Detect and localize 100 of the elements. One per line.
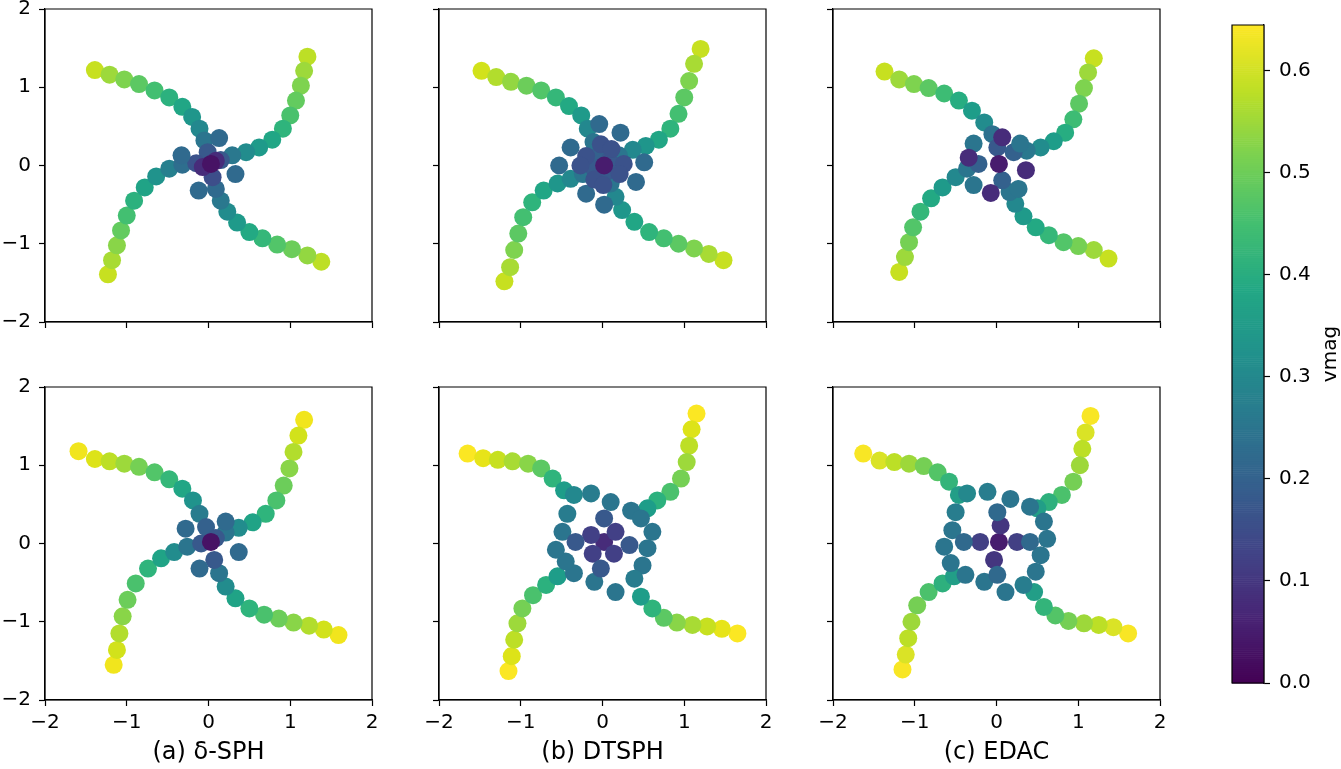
point <box>1026 218 1045 237</box>
point <box>240 599 259 618</box>
color-bar-label: 0.5 <box>1279 159 1311 184</box>
point <box>1081 406 1100 425</box>
point <box>190 559 209 578</box>
point <box>263 130 282 149</box>
point <box>176 519 195 538</box>
point <box>1001 489 1020 508</box>
point <box>904 218 923 237</box>
point <box>256 504 275 523</box>
point <box>680 436 699 455</box>
point <box>1119 624 1138 643</box>
point <box>978 482 997 501</box>
point <box>273 119 292 138</box>
x-tick-label: 2 <box>759 709 773 734</box>
point <box>631 509 650 528</box>
point <box>989 154 1008 173</box>
point <box>126 574 145 593</box>
point <box>962 101 981 120</box>
x-tick-label: 0 <box>990 709 1003 734</box>
y-tick-label: −1 <box>1 607 31 632</box>
y-tick-label: −2 <box>1 308 31 333</box>
point <box>728 624 747 643</box>
point <box>201 532 220 551</box>
point <box>300 616 319 635</box>
point <box>922 189 941 208</box>
point <box>914 457 933 476</box>
point <box>996 583 1015 602</box>
point <box>1089 615 1108 634</box>
point <box>284 613 303 632</box>
point <box>893 660 912 679</box>
point <box>971 532 990 551</box>
point <box>1016 161 1035 180</box>
point <box>160 88 179 107</box>
point <box>1104 618 1123 637</box>
x-tick-label: 2 <box>1153 709 1167 734</box>
color-bar-title: vmag <box>1317 325 1341 383</box>
x-tick-label: 0 <box>596 709 609 734</box>
point <box>502 647 521 666</box>
point <box>118 590 137 609</box>
point <box>226 589 245 608</box>
point <box>243 513 262 532</box>
x-tick-label: 1 <box>677 709 691 734</box>
y-tick-label: −1 <box>1 229 31 254</box>
point <box>633 556 652 575</box>
point <box>1021 532 1040 551</box>
y-tick-label: 1 <box>18 73 31 98</box>
point <box>854 444 873 463</box>
point <box>900 454 919 473</box>
point <box>274 476 293 495</box>
point <box>173 479 192 498</box>
point <box>488 450 507 469</box>
point <box>975 572 994 591</box>
point <box>958 484 977 503</box>
x-axis-title: (c) EDAC <box>943 736 1050 765</box>
y-tick-label: 2 <box>18 0 31 20</box>
point <box>911 202 930 221</box>
point <box>896 645 915 664</box>
y-tick-label: −2 <box>1 686 31 711</box>
color-bar-label: 0.0 <box>1279 669 1311 694</box>
point <box>312 252 331 271</box>
point <box>900 233 919 252</box>
x-tick-label: −2 <box>424 709 454 734</box>
x-axis-title: (b) DTSPH <box>541 736 664 765</box>
point <box>935 84 954 103</box>
point <box>289 426 308 445</box>
point <box>543 469 562 488</box>
point <box>895 248 914 267</box>
point <box>282 240 301 259</box>
point <box>513 599 532 618</box>
point <box>885 453 904 472</box>
point <box>85 449 104 468</box>
point <box>226 165 245 184</box>
point <box>988 503 1007 522</box>
point <box>682 420 701 439</box>
point <box>1084 49 1103 68</box>
point <box>1064 110 1083 129</box>
point <box>280 459 299 478</box>
point <box>103 251 122 270</box>
point <box>941 554 960 573</box>
point <box>1009 179 1028 198</box>
point <box>954 532 973 551</box>
point <box>591 559 610 578</box>
point <box>677 453 696 472</box>
point <box>919 79 938 98</box>
point <box>919 583 938 602</box>
point <box>601 493 620 512</box>
color-bar-label: 0.3 <box>1279 363 1311 388</box>
point <box>1076 423 1095 442</box>
point <box>956 565 975 584</box>
point <box>1052 485 1071 504</box>
point <box>943 521 962 540</box>
point <box>585 572 604 591</box>
x-tick-label: 1 <box>283 709 297 734</box>
point <box>115 70 134 89</box>
point <box>1014 207 1033 226</box>
point <box>503 452 522 471</box>
point <box>553 522 572 541</box>
color-bar-label: 0.1 <box>1279 567 1311 592</box>
y-tick-label: 2 <box>18 373 31 398</box>
